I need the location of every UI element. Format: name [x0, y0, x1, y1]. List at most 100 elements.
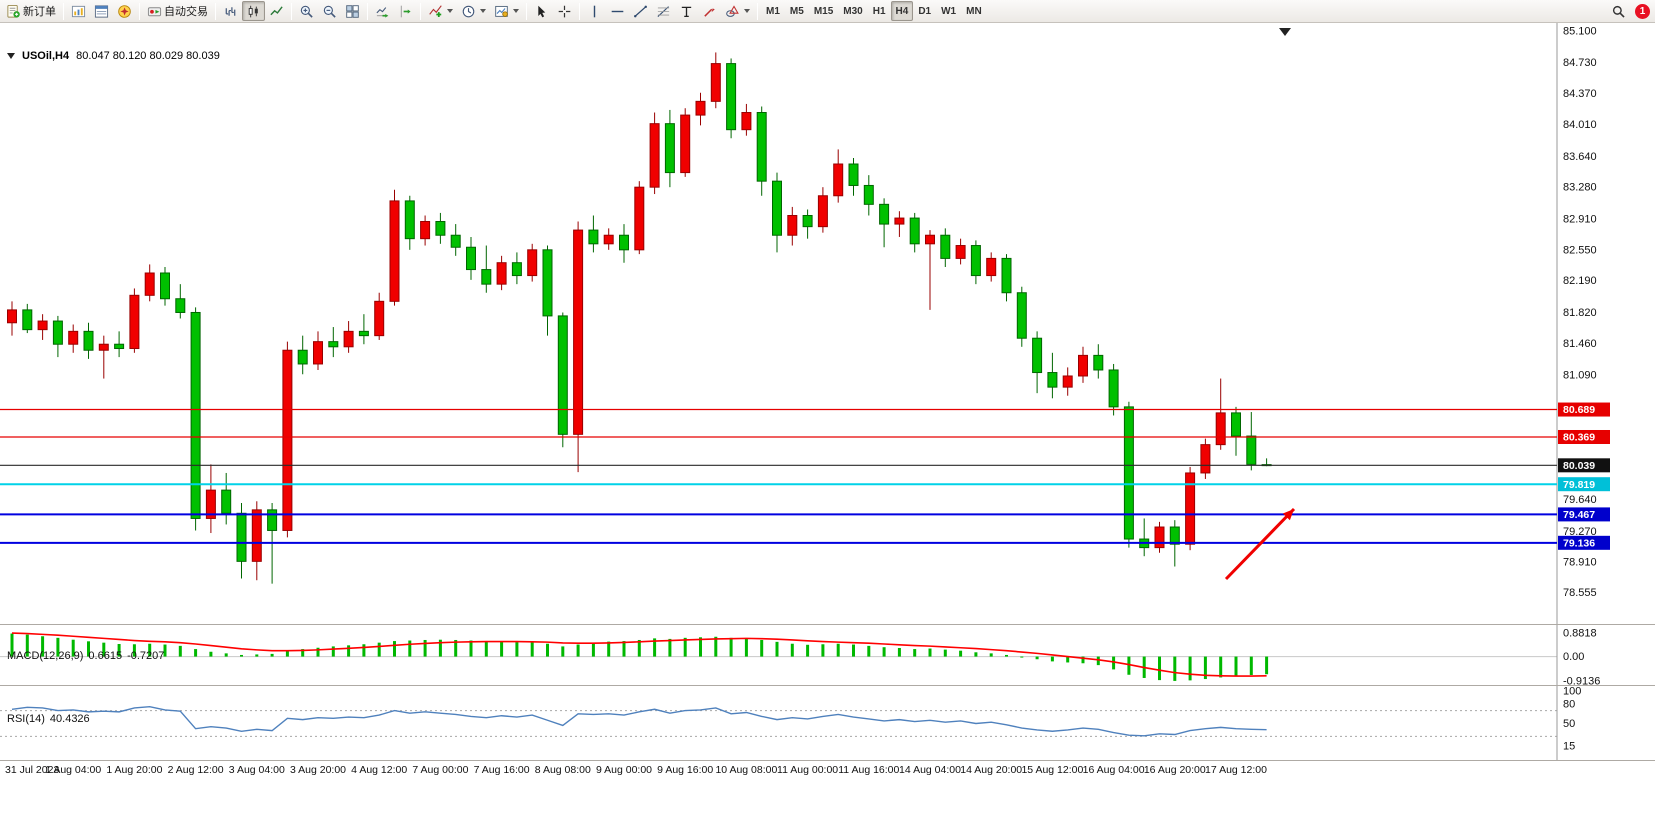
arrows-button[interactable]	[698, 1, 721, 21]
text-label-button[interactable]	[675, 1, 698, 21]
candle	[129, 294, 140, 350]
data-window-button[interactable]	[90, 1, 113, 21]
timeframe-m1-button-label: M1	[766, 5, 780, 17]
market-watch-button[interactable]	[67, 1, 90, 21]
shapes-button[interactable]	[721, 1, 754, 21]
timeframe-m5-button[interactable]: M5	[785, 1, 809, 21]
zoom-in-button[interactable]	[295, 1, 318, 21]
candle	[1185, 472, 1196, 545]
line-chart-button[interactable]	[265, 1, 288, 21]
tile-windows-button[interactable]	[341, 1, 364, 21]
price-axis-label: 84.010	[1563, 119, 1597, 131]
crosshair-button[interactable]	[553, 1, 576, 21]
candle	[557, 315, 568, 435]
timeframe-mn-button[interactable]: MN	[961, 1, 987, 21]
chevron-down-icon[interactable]	[480, 9, 486, 13]
chart-shift-button[interactable]	[394, 1, 417, 21]
time-label: 16 Aug 20:00	[1143, 764, 1206, 776]
price-chart[interactable]: 85.100 84.730 84.370 84.010 83.640 83.280 82.9…	[0, 23, 1655, 624]
macd-panel[interactable]: 0.8818 0.00 -0.9136	[0, 624, 1655, 685]
macd-name: MACD(12,26,9)	[7, 650, 84, 662]
cursor-button[interactable]	[530, 1, 553, 21]
time-axis[interactable]: 31 Jul 2023 1 Aug 04:00 1 Aug 20:00 2 Aug 1…	[0, 760, 1655, 780]
macd-histogram-bar	[790, 643, 794, 657]
timeframe-m1-button[interactable]: M1	[761, 1, 785, 21]
vertical-line-button[interactable]	[583, 1, 606, 21]
macd-histogram-bar	[806, 644, 810, 657]
chevron-down-icon[interactable]	[744, 9, 750, 13]
macd-histogram-bar	[56, 637, 60, 657]
timeframe-w1-button[interactable]: W1	[936, 1, 961, 21]
time-label: 1 Aug 20:00	[106, 764, 163, 776]
candle	[741, 112, 752, 131]
candle	[7, 309, 17, 324]
candle	[236, 512, 247, 562]
collapse-icon[interactable]	[7, 53, 15, 59]
candle	[190, 311, 201, 519]
toolbar-separator	[63, 2, 64, 20]
candle	[848, 163, 859, 186]
periods-button[interactable]	[457, 1, 490, 21]
search-button[interactable]	[1607, 2, 1630, 22]
macd-histogram-bar	[607, 641, 611, 657]
chevron-down-icon[interactable]	[513, 9, 519, 13]
timeframe-m30-button-label: M30	[843, 5, 863, 17]
price-axis-label: 79.270	[1563, 526, 1597, 538]
candle	[573, 229, 584, 435]
templates-button[interactable]	[490, 1, 523, 21]
macd-histogram-bar	[959, 650, 963, 657]
candle	[894, 217, 905, 225]
time-label: 14 Aug 20:00	[960, 764, 1023, 776]
macd-histogram-bar	[714, 636, 718, 657]
candle	[98, 343, 109, 351]
chevron-down-icon[interactable]	[447, 9, 453, 13]
candle	[527, 249, 538, 277]
macd-histogram-bar	[331, 646, 335, 657]
timeframe-m15-button[interactable]: M15	[809, 1, 838, 21]
notification-badge[interactable]: 1	[1635, 4, 1650, 19]
macd-histogram-bar	[576, 644, 580, 657]
zoom-out-button[interactable]	[318, 1, 341, 21]
bar-chart-button[interactable]	[219, 1, 242, 21]
candle	[1093, 354, 1104, 371]
trend-arrow-head	[1282, 509, 1294, 521]
macd-histogram-bar	[1020, 656, 1024, 658]
auto-trading-button[interactable]: 自动交易	[143, 1, 212, 21]
navigator-button[interactable]	[113, 1, 136, 21]
candle	[1016, 292, 1027, 339]
trendline-button[interactable]	[629, 1, 652, 21]
timeframe-d1-button[interactable]: D1	[913, 1, 936, 21]
macd-histogram-bar	[943, 649, 947, 657]
macd-histogram-bar	[775, 641, 779, 657]
indicators-button[interactable]	[424, 1, 457, 21]
macd-histogram-bar	[102, 642, 106, 657]
candle	[1047, 372, 1058, 388]
auto-scroll-button[interactable]	[371, 1, 394, 21]
time-label: 11 Aug 16:00	[838, 764, 900, 776]
fibonacci-button[interactable]	[652, 1, 675, 21]
new-order-button[interactable]: 新订单	[2, 1, 60, 21]
macd-histogram-bar	[897, 648, 901, 657]
price-axis-label: 79.640	[1563, 494, 1597, 506]
macd-histogram-bar	[484, 641, 488, 657]
candle	[1108, 369, 1119, 408]
macd-histogram-bar	[469, 640, 473, 657]
trend-arrow-annotation[interactable]	[1224, 507, 1296, 581]
toolbar-separator	[579, 2, 580, 20]
timeframe-h1-button[interactable]: H1	[868, 1, 891, 21]
timeframe-m30-button[interactable]: M30	[838, 1, 867, 21]
macd-histogram-bar	[255, 654, 259, 657]
timeframe-h4-button[interactable]: H4	[890, 1, 914, 21]
macd-histogram-bar	[500, 641, 504, 657]
data-window-icon	[94, 4, 109, 19]
chart-window[interactable]: 85.100 84.730 84.370 84.010 83.640 83.280 82.9…	[0, 23, 1655, 780]
cursor-icon	[534, 4, 549, 19]
alert-marker-icon[interactable]	[1279, 28, 1291, 36]
candle	[970, 245, 981, 277]
candlestick-chart-button[interactable]	[242, 1, 265, 21]
time-label: 9 Aug 00:00	[595, 764, 653, 776]
horizontal-line-button[interactable]	[606, 1, 629, 21]
arrow-tool-icon	[702, 4, 717, 19]
timeframe-h4-button-label: H4	[895, 5, 909, 17]
